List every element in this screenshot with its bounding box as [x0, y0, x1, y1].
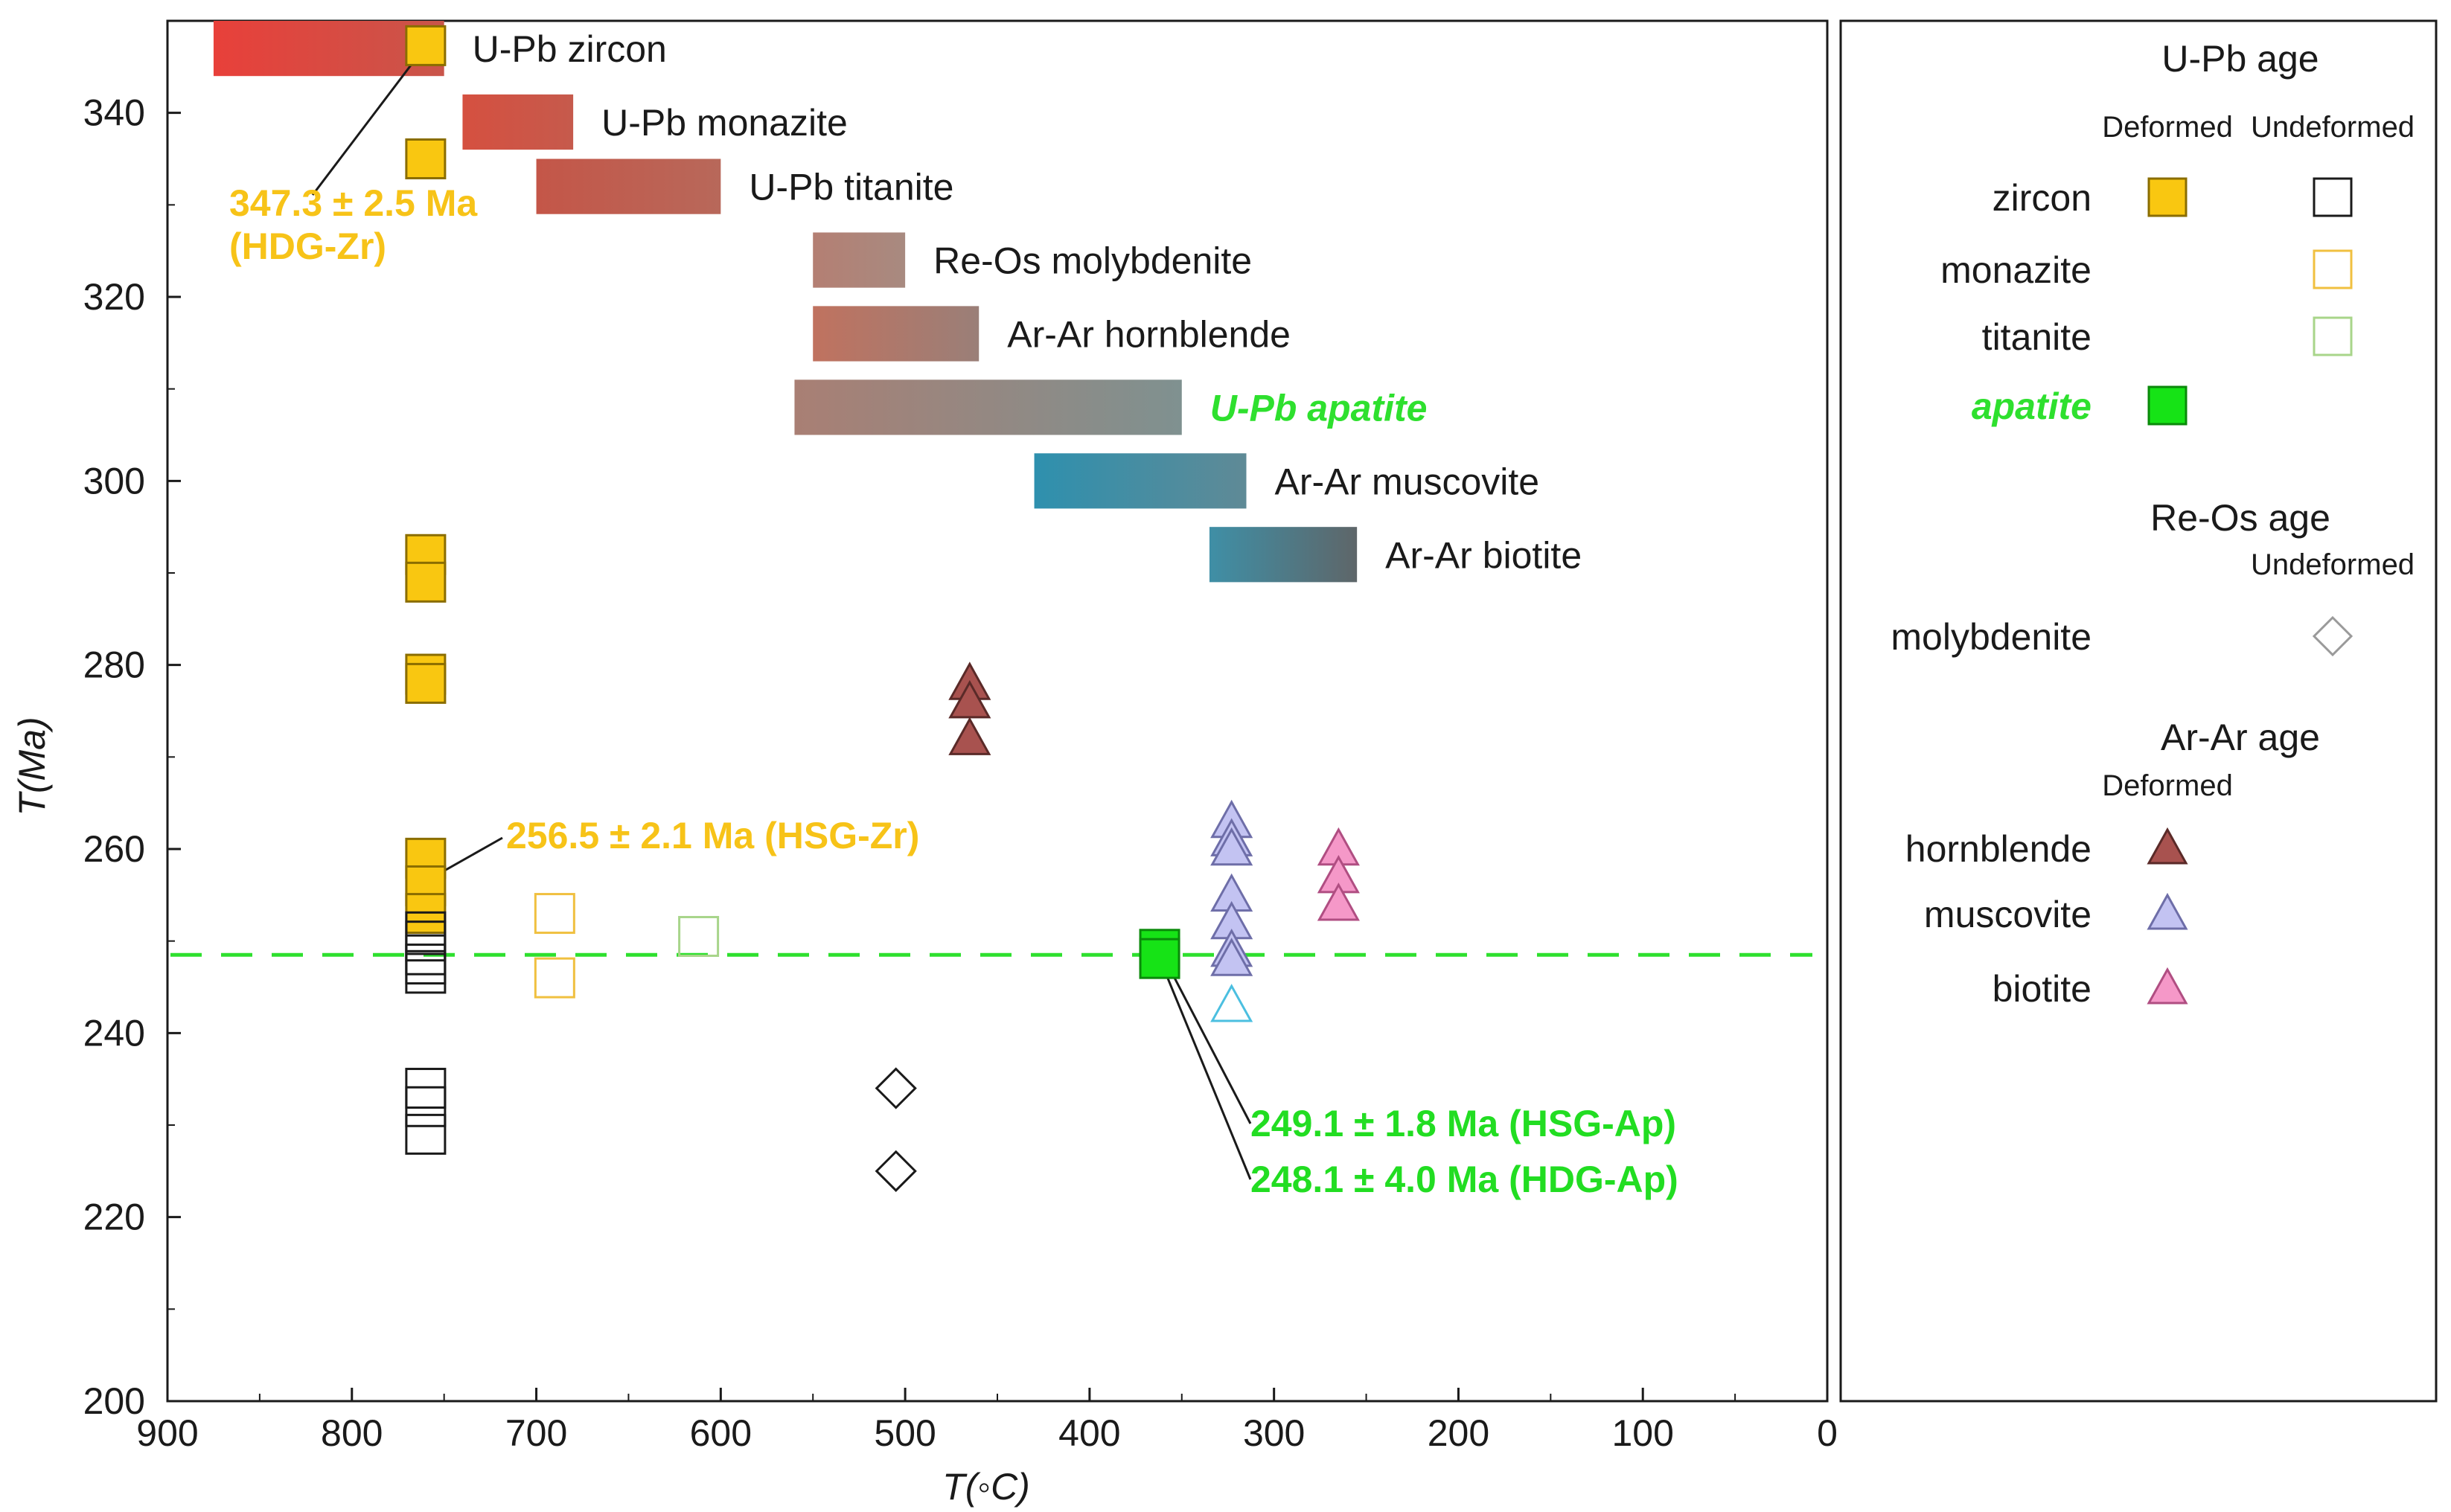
legend-marker-deformed	[2147, 385, 2188, 426]
closure-bar-label: Ar-Ar hornblende	[1007, 313, 1291, 355]
data-point	[405, 25, 447, 66]
data-point	[405, 952, 447, 994]
legend-row-label: hornblende	[1905, 828, 2092, 870]
annotation-text: 347.3 ± 2.5 Ma	[229, 182, 478, 224]
y-tick-label: 280	[83, 644, 145, 686]
x-tick-label: 0	[1817, 1412, 1838, 1454]
x-tick-label: 900	[136, 1412, 198, 1454]
legend-column-header: Undeformed	[2251, 111, 2415, 144]
y-tick-label: 240	[83, 1012, 145, 1054]
x-tick-label: 800	[321, 1412, 383, 1454]
closure-bar-label: Re-Os molybdenite	[933, 240, 1252, 282]
closure-bar	[813, 232, 906, 288]
legend-marker-deformed	[2147, 177, 2188, 217]
data-point	[405, 1113, 447, 1155]
closure-bar	[1034, 453, 1247, 509]
legend-column-header: Deformed	[2102, 111, 2233, 144]
legend-row-label: titanite	[1982, 316, 2092, 358]
closure-bar-label: U-Pb apatite	[1210, 387, 1428, 429]
legend-row-label: zircon	[1993, 177, 2092, 219]
legend-row-label: muscovite	[1924, 894, 2092, 935]
legend-marker-undeformed	[2313, 249, 2353, 289]
closure-bar	[1209, 527, 1358, 583]
legend-row-label: apatite	[1972, 385, 2092, 427]
data-point	[405, 662, 447, 704]
legend-marker-undeformed	[2312, 615, 2353, 657]
legend-marker-deformed	[2147, 967, 2188, 1005]
data-point	[1317, 882, 1360, 921]
annotation-text: 256.5 ± 2.1 Ma (HSG-Zr)	[506, 815, 919, 856]
closure-bar-label: Ar-Ar muscovite	[1275, 461, 1540, 502]
closure-bar-label: Ar-Ar biotite	[1385, 534, 1582, 576]
x-axis-label: T(◦C)	[942, 1466, 1030, 1508]
annotation-text: 249.1 ± 1.8 Ma (HSG-Ap)	[1250, 1103, 1676, 1144]
data-point	[678, 915, 720, 957]
legend-marker-undeformed	[2313, 177, 2353, 217]
annotation-text: (HDG-Zr)	[229, 225, 386, 267]
x-tick-label: 200	[1428, 1412, 1489, 1454]
x-tick-label: 300	[1243, 1412, 1305, 1454]
y-tick-label: 320	[83, 276, 145, 318]
legend-section-title: Ar-Ar age	[2161, 717, 2320, 758]
axis-labels: T(◦C) T(Ma)	[11, 717, 1030, 1508]
data-point	[875, 1067, 917, 1109]
x-tick-label: 600	[690, 1412, 752, 1454]
data-point	[1139, 938, 1180, 979]
legend-marker-deformed	[2147, 892, 2188, 930]
data-point	[405, 561, 447, 603]
closure-bar	[794, 379, 1182, 435]
y-tick-label: 200	[83, 1380, 145, 1422]
x-tick-label: 400	[1058, 1412, 1120, 1454]
closure-bar-label: U-Pb monazite	[601, 102, 848, 144]
plot-frame	[166, 19, 1829, 1403]
data-point	[1210, 827, 1253, 866]
x-tick-label: 100	[1612, 1412, 1674, 1454]
data-point	[948, 717, 991, 755]
data-point	[534, 893, 575, 935]
legend-row-label: molybdenite	[1891, 616, 2092, 658]
legend-marker-undeformed	[2313, 316, 2353, 356]
legend-frame	[1839, 19, 2438, 1403]
annotations: 347.3 ± 2.5 Ma(HDG-Zr) 256.5 ± 2.1 Ma (HS…	[229, 182, 1678, 1200]
closure-bars: U-Pb zircon U-Pb monazite U-Pb titanite Re-…	[213, 21, 1582, 583]
closure-bar	[462, 94, 574, 150]
x-tick-label: 500	[874, 1412, 936, 1454]
legend-column-header: Deformed	[2102, 769, 2233, 802]
axis-ticks: 900 800 700 600 500 400 300 200 100 0 200 220 240 260…	[83, 20, 1838, 1454]
y-tick-label: 300	[83, 460, 145, 502]
legend: U-Pb age Deformed Undeformed zircon monazite…	[1891, 38, 2415, 1010]
y-tick-label: 220	[83, 1197, 145, 1238]
data-point	[405, 1086, 447, 1127]
closure-bar	[536, 158, 721, 214]
closure-bar	[813, 306, 980, 362]
data-point	[1210, 938, 1253, 976]
annotation-leader	[311, 45, 427, 196]
y-tick-label: 260	[83, 828, 145, 870]
legend-marker-deformed	[2147, 827, 2188, 865]
x-tick-label: 700	[505, 1412, 567, 1454]
legend-section-title: U-Pb age	[2161, 38, 2319, 80]
data-points	[405, 25, 1360, 1192]
data-point	[405, 138, 447, 179]
legend-row-label: monazite	[1940, 249, 2092, 291]
data-point	[534, 957, 575, 999]
y-axis-label: T(Ma)	[11, 717, 53, 816]
annotation-leader	[1158, 958, 1252, 1180]
annotation-text: 248.1 ± 4.0 Ma (HDG-Ap)	[1250, 1159, 1678, 1200]
data-point	[1210, 984, 1253, 1022]
legend-column-header: Undeformed	[2251, 548, 2415, 581]
closure-bar-label: U-Pb zircon	[473, 28, 667, 70]
closure-bar-label: U-Pb titanite	[749, 167, 953, 208]
legend-section-title: Re-Os age	[2150, 497, 2330, 539]
legend-row-label: biotite	[1993, 968, 2092, 1010]
y-tick-label: 340	[83, 92, 145, 134]
data-point	[875, 1150, 917, 1192]
